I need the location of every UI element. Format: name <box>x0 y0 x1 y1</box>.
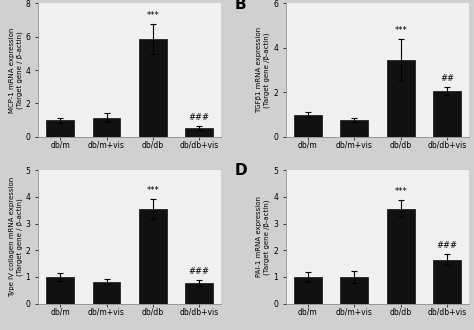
Bar <box>185 128 213 137</box>
Bar <box>340 277 368 304</box>
Y-axis label: Type IV collagen mRNA expression
(Target gene / β-actin): Type IV collagen mRNA expression (Target… <box>9 177 23 297</box>
Bar <box>387 209 415 304</box>
Text: B: B <box>234 0 246 12</box>
Text: ***: *** <box>394 187 407 196</box>
Bar <box>92 282 120 304</box>
Bar <box>294 277 322 304</box>
Bar <box>433 260 461 304</box>
Y-axis label: MCP-1 mRNA expression
(Target gene / β-actin): MCP-1 mRNA expression (Target gene / β-a… <box>9 27 23 113</box>
Text: ***: *** <box>146 11 159 20</box>
Bar <box>294 115 322 137</box>
Bar <box>92 117 120 137</box>
Bar <box>139 39 167 137</box>
Text: ***: *** <box>146 186 159 195</box>
Text: ###: ### <box>437 241 457 250</box>
Bar <box>139 209 167 304</box>
Text: ###: ### <box>189 114 210 122</box>
Bar <box>433 91 461 137</box>
Bar <box>387 60 415 137</box>
Bar <box>46 120 74 137</box>
Y-axis label: PAI-1 mRNA expression
(Target gene /β-actin): PAI-1 mRNA expression (Target gene /β-ac… <box>256 196 271 278</box>
Bar <box>340 120 368 137</box>
Text: ***: *** <box>394 26 407 35</box>
Text: ##: ## <box>440 74 454 83</box>
Text: D: D <box>234 163 247 179</box>
Y-axis label: TGFβ1 mRNA expression
(Target gene /β-actin): TGFβ1 mRNA expression (Target gene /β-ac… <box>256 27 271 113</box>
Bar <box>185 283 213 304</box>
Text: ###: ### <box>189 267 210 276</box>
Bar <box>46 277 74 304</box>
